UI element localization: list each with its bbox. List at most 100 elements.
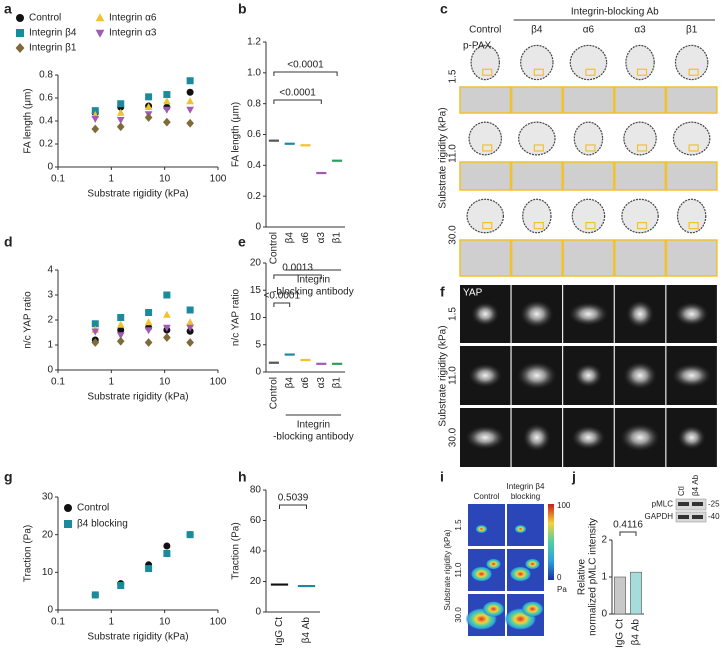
yap-cell: [571, 425, 606, 450]
zoom-image: [510, 86, 563, 114]
x-tick-label: β4 Ab: [301, 617, 312, 644]
traction-hotspot: [482, 601, 505, 617]
roi-box: [482, 222, 493, 230]
y-tick-label: 20: [250, 258, 262, 269]
zoom-image: [614, 239, 667, 277]
roi-box: [533, 68, 544, 76]
blot-band: [678, 502, 689, 506]
mw-marker: -25: [708, 500, 720, 509]
stain-label: p-PAX: [463, 41, 491, 52]
data-point: [163, 333, 171, 342]
x-axis-label: Substrate rigidity (kPa): [87, 632, 188, 643]
roi-box: [636, 68, 648, 76]
legend-label: Integrin β1: [29, 43, 77, 54]
y-tick-label: 0: [255, 222, 261, 233]
data-point: [163, 542, 171, 550]
p-value: 0.4116: [613, 520, 643, 531]
x-tick-label: Control: [269, 232, 280, 264]
x-tick-label: 0.1: [51, 377, 65, 388]
x-tick-label: 10: [159, 174, 171, 185]
y-tick-label: 10: [250, 312, 262, 323]
zoom-image: [614, 161, 667, 191]
traction-hotspot: [470, 566, 493, 582]
y-tick-label: 2: [601, 535, 607, 546]
y-tick-label: 5: [255, 339, 261, 350]
blot-strip: [675, 511, 707, 523]
colorbar: [548, 504, 554, 580]
y-tick-label: 0: [47, 365, 53, 376]
yap-cell: [671, 363, 712, 388]
data-point: [116, 320, 125, 328]
zoom-image: [665, 86, 718, 114]
bar: [630, 571, 642, 615]
yap-cell: [626, 300, 655, 328]
roi-box: [688, 222, 699, 230]
data-point: [145, 565, 153, 573]
x-tick-label: IgG Ct: [615, 619, 626, 648]
zoom-image: [665, 239, 718, 277]
y-tick-label: 60: [250, 515, 262, 526]
zoom-image: [562, 161, 615, 191]
p-value: <0.0001: [279, 88, 316, 99]
x-tick-label: 10: [159, 377, 171, 388]
data-point: [117, 314, 125, 321]
x-axis-label: Substrate rigidity (kPa): [87, 189, 188, 200]
row-label: 30.0: [448, 427, 459, 447]
data-point: [163, 310, 171, 318]
traction-hotspot: [509, 566, 532, 582]
legend-label: Integrin α6: [109, 13, 157, 24]
data-point: [116, 108, 125, 116]
cell-outline: [569, 44, 608, 81]
data-point: [186, 77, 194, 85]
x-axis-label: -blocking antibody: [273, 287, 354, 298]
panel-letter: a: [4, 1, 12, 17]
cell-outline: [623, 121, 657, 156]
yap-cell: [674, 302, 709, 326]
data-point: [163, 97, 171, 105]
data-point: [186, 318, 194, 326]
y-tick-label: 20: [42, 529, 54, 540]
y-tick-label: 1: [601, 572, 607, 583]
column-label: β1: [686, 25, 698, 36]
p-value: 0.5039: [278, 493, 309, 504]
legend-marker: [95, 29, 105, 38]
stain-label: YAP: [463, 288, 483, 299]
zoom-image: [614, 86, 667, 114]
roi-box: [482, 68, 493, 76]
blot-strip: [675, 498, 707, 511]
traction-hotspot: [524, 558, 541, 570]
y-axis-label: FA length (μm): [231, 102, 242, 167]
roi-box: [688, 144, 699, 152]
cell-outline: [520, 44, 554, 81]
roi-box: [585, 144, 596, 152]
y-tick-label: 0.6: [247, 129, 261, 140]
traction-hotspot: [514, 524, 527, 534]
x-tick-label: β4: [284, 377, 295, 389]
y-tick-label: 80: [250, 485, 262, 496]
legend-marker: [64, 520, 72, 528]
data-point: [91, 328, 100, 336]
roi-box: [533, 222, 544, 230]
x-tick-label: 1: [109, 377, 115, 388]
roi-box: [585, 68, 596, 76]
x-axis-label: Integrin: [297, 275, 330, 286]
x-tick-label: 10: [159, 617, 171, 628]
blot-band: [692, 515, 703, 519]
y-tick-label: 0.2: [39, 139, 53, 150]
panel-letter: d: [4, 234, 13, 250]
column-label: β4: [531, 25, 543, 36]
legend-marker: [16, 14, 24, 22]
x-tick-label: α3: [316, 232, 327, 244]
y-tick-label: 0: [47, 162, 53, 173]
y-tick-label: 0.4: [247, 160, 261, 171]
mw-marker: -40: [708, 512, 720, 521]
cell-outline: [674, 44, 709, 81]
x-tick-label: 1: [109, 617, 115, 628]
blot-band: [678, 515, 689, 519]
cell-outline: [518, 121, 556, 156]
row-label: 11.0: [448, 366, 459, 385]
y-tick-label: 0.6: [39, 93, 53, 104]
zoom-image: [459, 86, 512, 114]
significance-bracket: [273, 274, 322, 279]
x-tick-label: α3: [316, 377, 327, 389]
